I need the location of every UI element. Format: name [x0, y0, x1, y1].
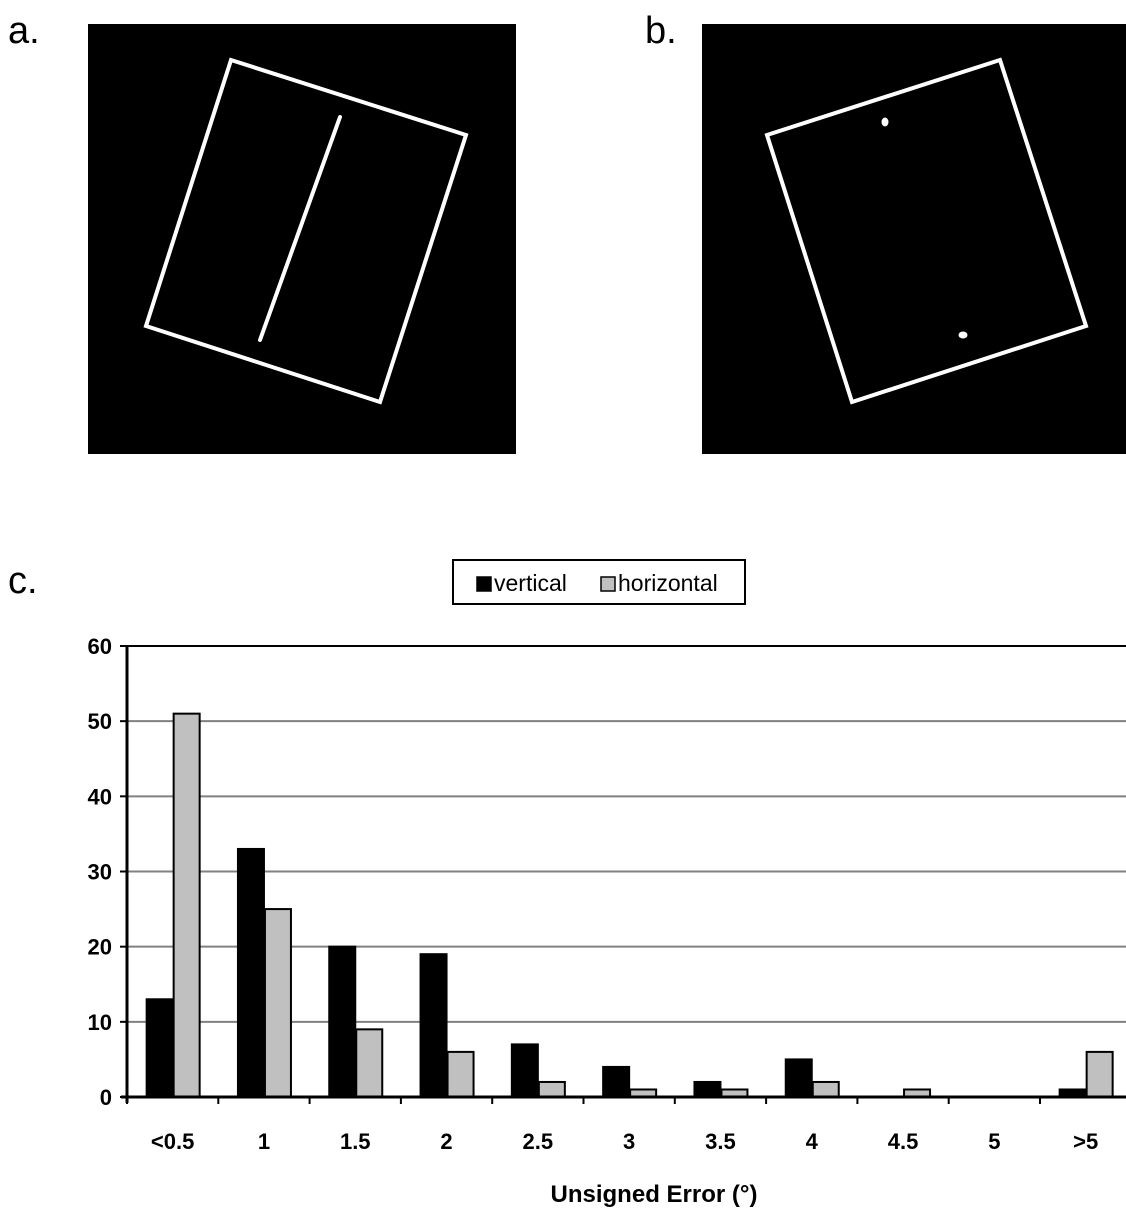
x-tick-label: 2: [440, 1129, 452, 1154]
bar-horizontal-7: [811, 1080, 840, 1099]
y-tick-label: 40: [88, 784, 112, 809]
stimulus-a-frame-line: [88, 24, 516, 454]
bar-vertical-2: [328, 945, 357, 1098]
x-tick-label: 4: [806, 1129, 819, 1154]
y-tick-label: 30: [88, 860, 112, 885]
y-tick-label: 50: [88, 709, 112, 734]
bar-vertical-6: [693, 1080, 722, 1099]
x-tick-label: 2.5: [523, 1129, 554, 1154]
bar-vertical-0: [145, 998, 174, 1098]
bar-horizontal-2: [355, 1028, 384, 1099]
panel-a-label: a.: [8, 10, 40, 52]
x-tick-label: 3: [623, 1129, 635, 1154]
legend-swatch-vertical: [476, 576, 492, 592]
y-tick-labels: 0 10 20 30 40 50 60: [88, 634, 112, 1110]
x-tick-label: >5: [1073, 1129, 1098, 1154]
x-tick-label: 5: [988, 1129, 1000, 1154]
x-tick-label: 1: [258, 1129, 270, 1154]
legend-swatch-horizontal: [600, 576, 616, 592]
bar-horizontal-0: [172, 712, 201, 1098]
bars: [145, 712, 1114, 1099]
x-tick-label: 1.5: [340, 1129, 371, 1154]
legend-label-horizontal: horizontal: [618, 570, 718, 596]
bar-horizontal-1: [263, 908, 292, 1099]
legend-label-vertical: vertical: [494, 570, 567, 596]
gridlines: [127, 645, 1126, 1023]
bar-vertical-1: [236, 847, 265, 1099]
test-line: [258, 115, 342, 342]
x-tick-labels: <0.5 1 1.5 2 2.5 3 3.5 4 4.5 5 >5: [151, 1129, 1098, 1154]
panel-c-label: c.: [8, 560, 38, 602]
panel-b-label: b.: [645, 10, 677, 52]
x-tick-label: <0.5: [151, 1129, 194, 1154]
y-tick-label: 0: [100, 1085, 112, 1110]
legend: vertical horizontal: [452, 559, 746, 605]
y-tick-label: 60: [88, 634, 112, 659]
x-tick-label: 4.5: [888, 1129, 919, 1154]
legend-box: [452, 559, 746, 605]
upper-dot: [881, 117, 889, 127]
stimulus-b-frame-dots: [702, 24, 1126, 454]
x-tick-label: 3.5: [705, 1129, 736, 1154]
bar-vertical-7: [784, 1058, 813, 1099]
bar-vertical-3: [419, 953, 448, 1098]
lower-dot: [958, 331, 968, 339]
tilted-frame: [143, 57, 469, 405]
bar-vertical-4: [510, 1043, 539, 1098]
histogram-chart: 0 10 20 30 40 50 60 <0.5 1 1.5 2 2.5 3 3.5 4 4.5 5 >5 Un…: [88, 559, 1126, 1208]
bar-vertical-5: [602, 1065, 631, 1099]
bar-horizontal-3: [446, 1050, 475, 1098]
axes: [120, 645, 1126, 1104]
bar-horizontal-10: [1085, 1050, 1114, 1098]
tilted-frame: [764, 57, 1089, 405]
y-tick-label: 20: [88, 935, 112, 960]
bar-horizontal-4: [537, 1080, 566, 1099]
y-tick-label: 10: [88, 1010, 112, 1035]
x-axis-title: Unsigned Error (°): [551, 1181, 758, 1208]
